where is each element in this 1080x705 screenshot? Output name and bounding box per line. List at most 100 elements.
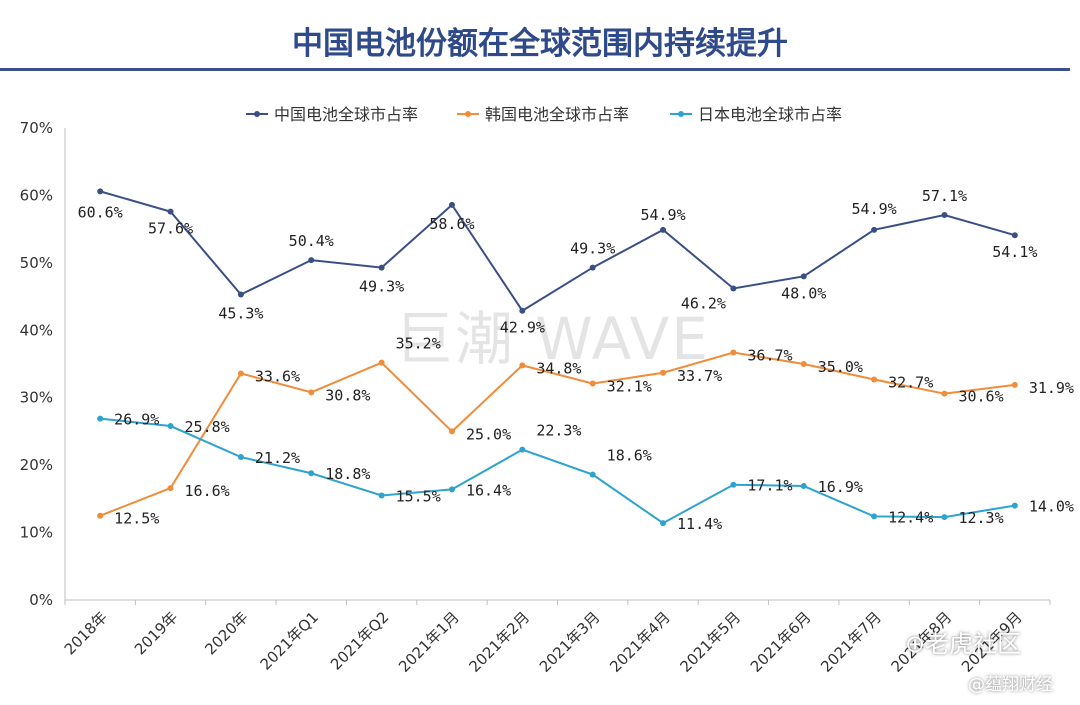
x-tick-label: 2021年6月	[747, 608, 815, 676]
y-tick-label: 30%	[20, 389, 53, 407]
data-label: 46.2%	[681, 294, 726, 312]
data-label: 12.4%	[888, 508, 933, 526]
data-label: 14.0%	[1029, 498, 1074, 516]
data-label: 16.6%	[185, 482, 230, 500]
data-label: 35.0%	[818, 358, 863, 376]
data-label: 16.4%	[466, 481, 511, 499]
data-label: 60.6%	[78, 203, 123, 221]
data-point	[97, 188, 104, 195]
data-label: 48.0%	[781, 284, 826, 302]
y-tick-label: 20%	[20, 456, 53, 474]
data-point	[378, 492, 385, 499]
data-point	[589, 471, 596, 478]
data-point	[730, 481, 737, 488]
data-label: 49.3%	[570, 240, 615, 258]
data-point	[730, 349, 737, 356]
data-point	[519, 307, 526, 314]
data-point	[800, 361, 807, 367]
data-label: 54.1%	[992, 243, 1037, 261]
data-point	[871, 226, 878, 233]
data-label: 30.8%	[325, 386, 370, 404]
data-label: 33.7%	[677, 367, 722, 385]
data-point	[800, 483, 807, 490]
legend-label: 日本电池全球市占率	[698, 105, 842, 124]
legend-label: 韩国电池全球市占率	[485, 105, 629, 124]
data-label: 57.1%	[922, 187, 967, 205]
data-label: 42.9%	[500, 319, 545, 337]
data-label: 50.4%	[289, 232, 334, 250]
data-label: 33.6%	[255, 367, 300, 385]
data-label: 17.1%	[747, 477, 792, 495]
data-point	[308, 470, 315, 477]
data-point	[448, 201, 455, 208]
title-divider	[0, 68, 1070, 71]
data-point	[167, 423, 174, 430]
data-label: 54.9%	[852, 200, 897, 218]
data-point	[660, 520, 667, 527]
data-label: 18.8%	[325, 465, 370, 483]
corner-watermark-community: ⊕老虎社区	[905, 630, 1022, 658]
data-point	[167, 208, 174, 215]
data-point	[97, 512, 104, 519]
data-point	[941, 390, 948, 397]
y-tick-label: 50%	[20, 254, 53, 272]
data-point	[660, 369, 667, 376]
data-point	[519, 362, 526, 369]
data-point	[448, 428, 455, 435]
data-label: 35.2%	[396, 335, 441, 353]
data-label: 58.6%	[429, 215, 474, 233]
data-point	[378, 359, 385, 366]
legend-label: 中国电池全球市占率	[274, 105, 418, 124]
legend-marker	[465, 111, 471, 117]
x-tick-label: 2021年7月	[817, 608, 885, 676]
data-label: 45.3%	[218, 305, 263, 323]
data-point	[448, 486, 455, 493]
data-point	[97, 415, 104, 422]
data-point	[941, 211, 948, 218]
data-label: 16.9%	[818, 478, 863, 496]
x-tick-label: 2020年	[201, 608, 251, 658]
data-label: 26.9%	[114, 411, 159, 429]
data-label: 25.8%	[185, 418, 230, 436]
data-label: 12.5%	[114, 510, 159, 528]
watermark: 巨潮 WAVE	[395, 305, 710, 373]
data-label: 34.8%	[536, 359, 581, 377]
x-tick-label: 2021年5月	[677, 608, 745, 676]
data-point	[1011, 232, 1018, 239]
data-point	[308, 257, 315, 264]
data-point	[660, 226, 667, 233]
data-point	[378, 264, 385, 271]
data-label: 54.9%	[640, 206, 685, 224]
data-label: 57.6%	[148, 220, 193, 238]
data-point	[730, 285, 737, 292]
data-point	[941, 514, 948, 521]
data-point	[308, 389, 315, 396]
data-label: 49.3%	[359, 278, 404, 296]
series-line	[99, 351, 1015, 517]
data-label: 22.3%	[536, 422, 581, 440]
corner-watermark-author: @蕴翔财经	[968, 675, 1053, 695]
y-tick-label: 70%	[20, 119, 53, 137]
data-point	[1011, 502, 1018, 509]
y-tick-label: 10%	[20, 524, 53, 542]
x-tick-label: 2021年Q1	[257, 608, 322, 673]
data-point	[1011, 381, 1018, 388]
x-tick-label: 2021年1月	[395, 608, 463, 676]
data-point	[519, 446, 526, 453]
data-label: 32.1%	[607, 378, 652, 396]
x-tick-label: 2021年Q2	[327, 608, 392, 673]
y-tick-label: 60%	[20, 186, 53, 204]
data-point	[237, 291, 244, 298]
data-label: 18.6%	[607, 447, 652, 465]
data-point	[167, 485, 174, 492]
series-line	[99, 190, 1016, 313]
data-point	[800, 273, 807, 280]
y-tick-label: 0%	[29, 591, 53, 609]
data-label: 36.7%	[747, 347, 792, 365]
x-tick-label: 2021年2月	[465, 608, 533, 676]
data-label: 12.3%	[958, 509, 1003, 527]
series-line	[100, 417, 1015, 525]
data-point	[589, 380, 596, 387]
x-tick-label: 2018年	[61, 608, 111, 658]
